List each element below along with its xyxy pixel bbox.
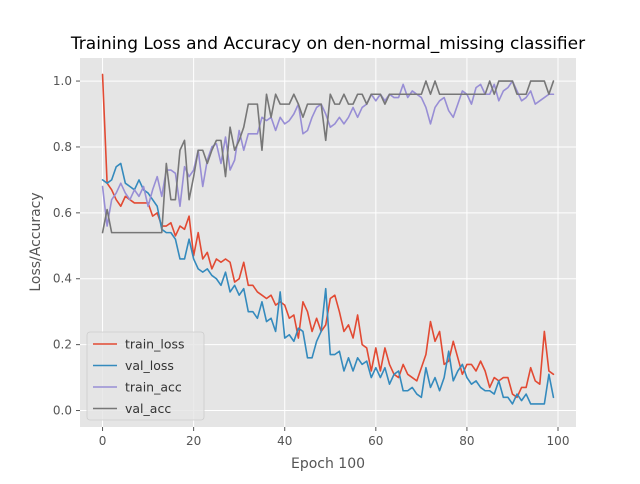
legend-label-val_loss: val_loss (125, 358, 174, 373)
series-lines (101, 73, 555, 405)
x-tick-label: 20 (186, 434, 201, 448)
series-line-val_loss (101, 162, 555, 405)
legend: train_loss val_loss train_acc val_acc (86, 331, 205, 421)
x-tick-label: 60 (368, 434, 383, 448)
y-tick-label: 0.6 (53, 206, 72, 220)
legend-label-val_acc: val_acc (125, 401, 171, 416)
chart-title: Training Loss and Accuracy on den-normal… (70, 34, 585, 54)
x-axis-label: Epoch 100 (291, 456, 365, 472)
legend-label-train_acc: train_acc (125, 380, 182, 395)
x-tick-label: 0 (99, 434, 107, 448)
x-tick-label: 100 (547, 434, 570, 448)
y-tick-label: 0.2 (53, 338, 72, 352)
x-tick-label: 80 (459, 434, 474, 448)
series-line-val_acc (101, 80, 555, 234)
x-tick-label: 40 (277, 434, 292, 448)
y-tick-label: 0.0 (53, 404, 72, 418)
y-axis-label: Loss/Accuracy (28, 192, 44, 291)
axis-ticks: 0 20 40 60 80 100 0.0 0.2 0.4 0.6 0.8 1.0 (53, 74, 570, 448)
y-tick-label: 1.0 (53, 74, 72, 88)
legend-label-train_loss: train_loss (125, 337, 185, 352)
y-tick-label: 0.8 (53, 140, 72, 154)
legend-box (86, 331, 205, 421)
y-tick-label: 0.4 (53, 272, 72, 286)
